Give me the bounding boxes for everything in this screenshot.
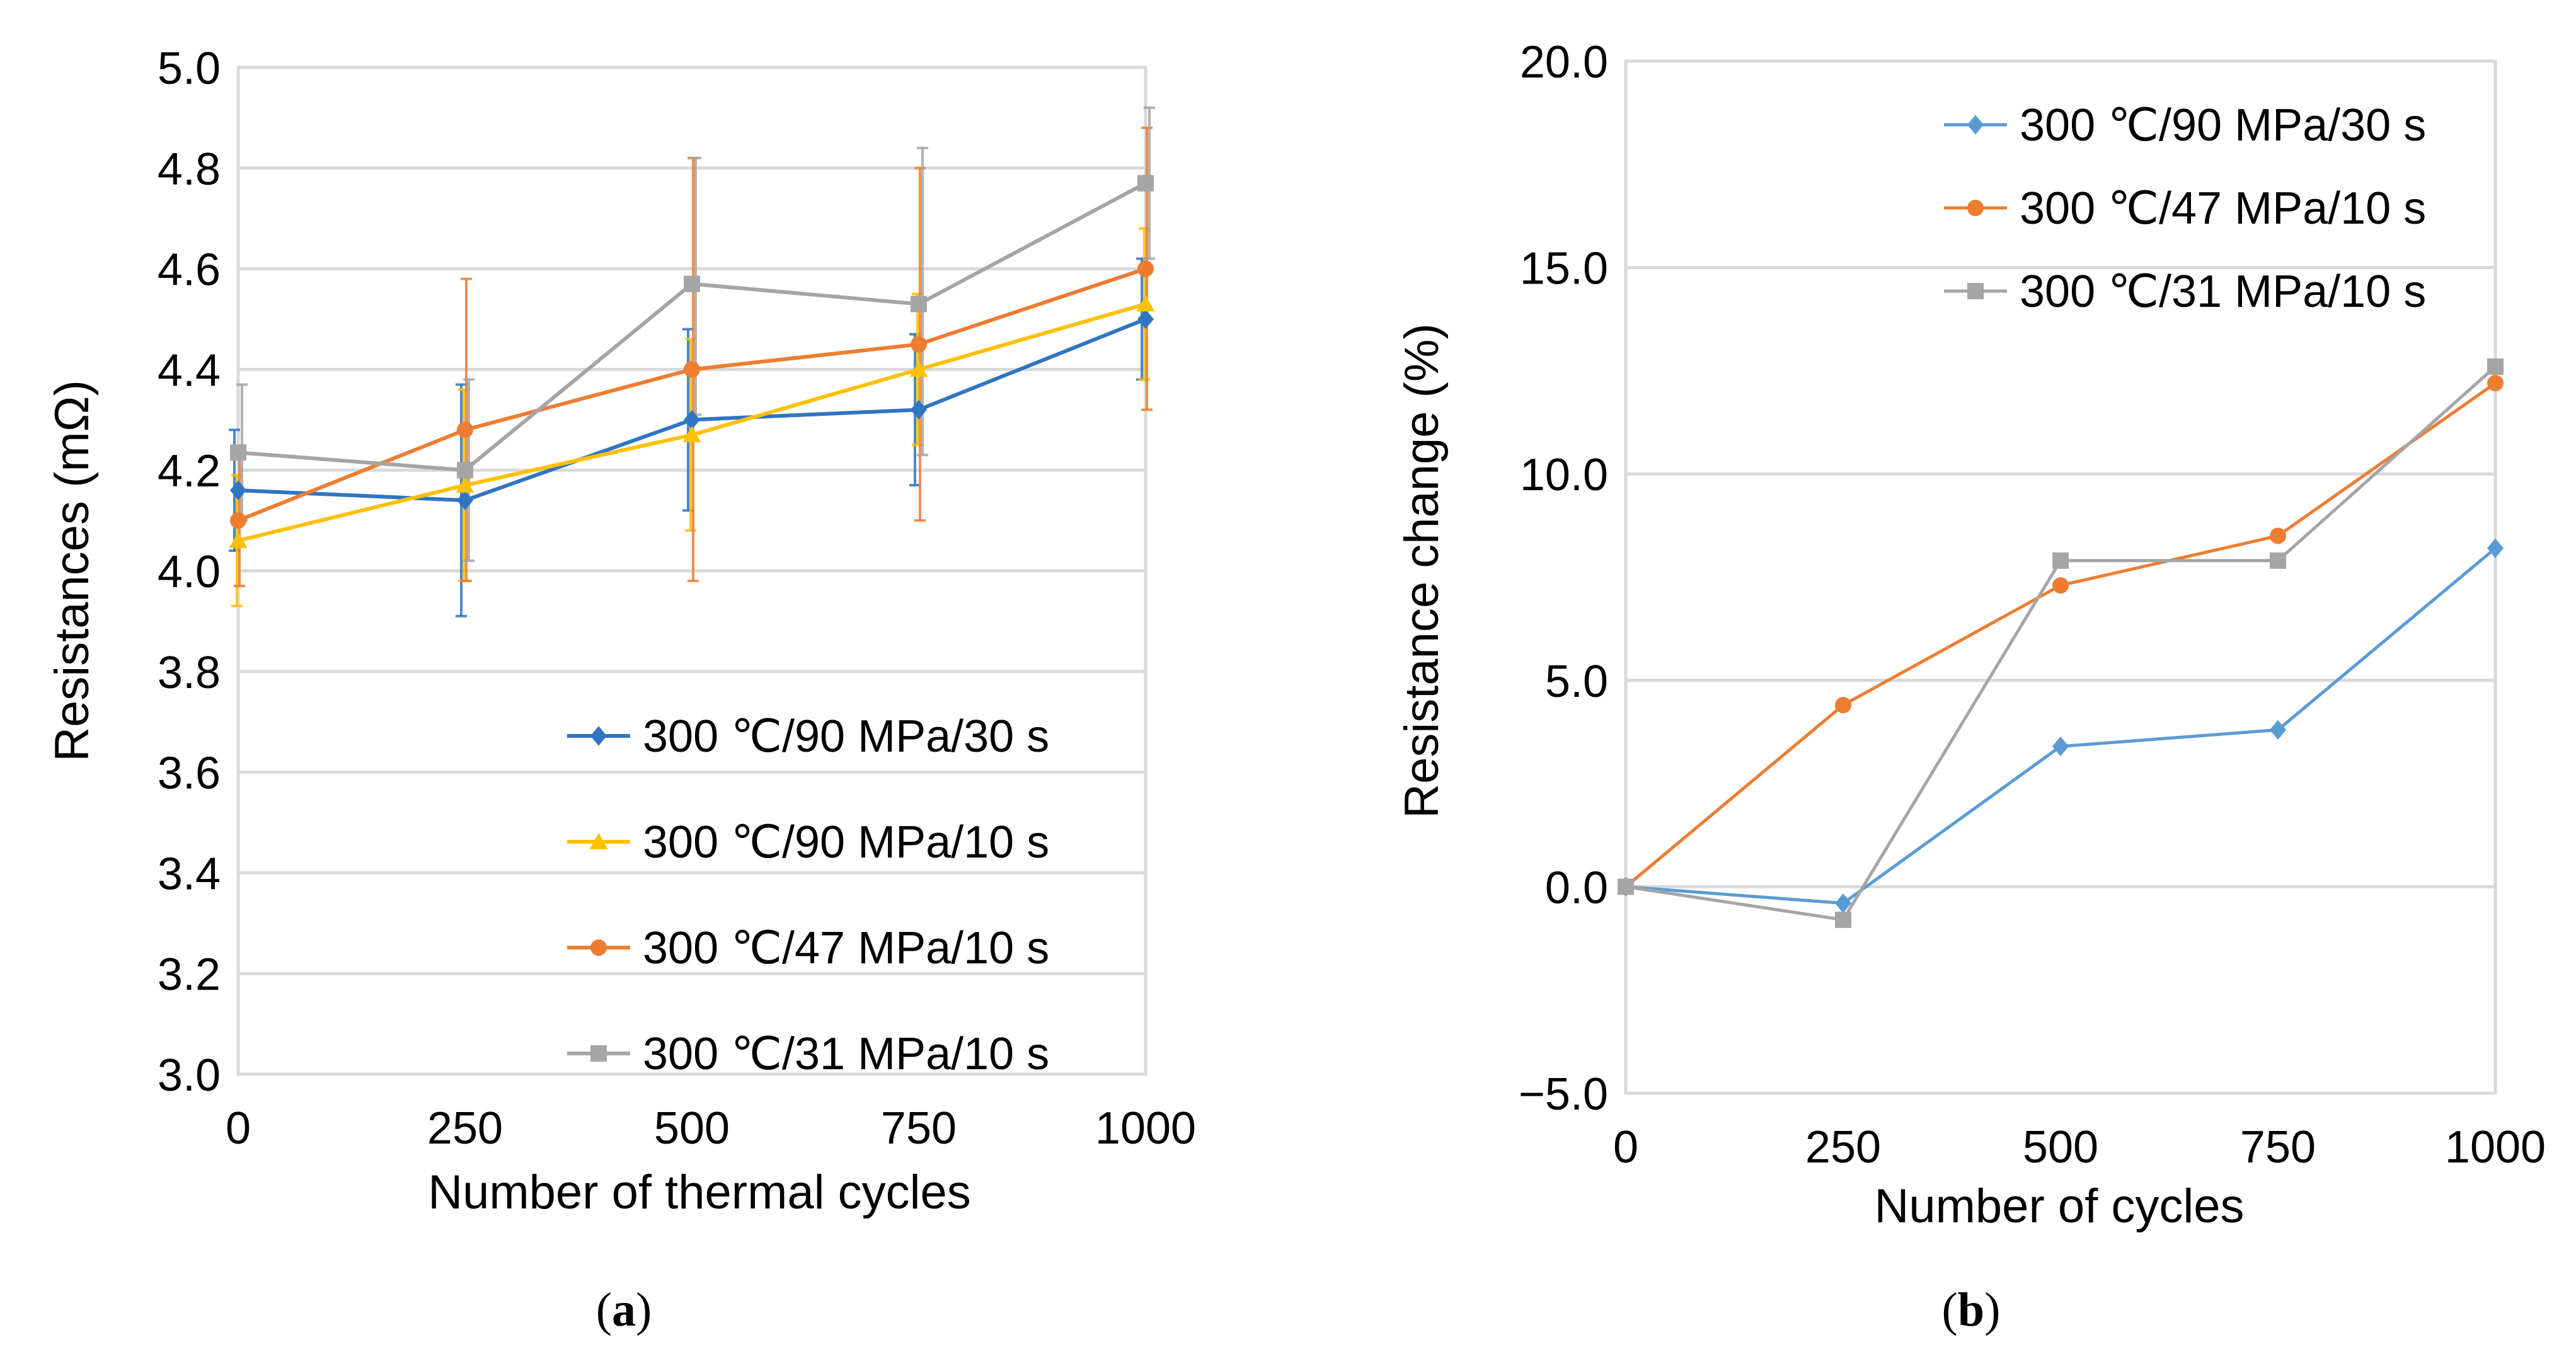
data-point <box>1137 175 1154 192</box>
x-axis-label: Number of cycles <box>1874 1179 2244 1233</box>
data-point <box>2052 552 2069 569</box>
legend-swatch-marker <box>590 1045 607 1062</box>
legend-entry: 300 ℃/31 MPa/10 s <box>643 1029 1049 1079</box>
data-point <box>457 490 473 510</box>
panel-b-caption: (b) <box>1942 1283 2001 1336</box>
y-tick-label: −5.0 <box>1519 1069 1608 1120</box>
data-point <box>911 399 927 420</box>
y-tick-label: 3.6 <box>158 749 221 799</box>
y-tick-labels: −5.0 0.0 5.0 10.0 15.0 20.0 <box>1519 37 1608 1120</box>
y-tick-label: 4.0 <box>158 547 221 597</box>
data-point <box>1137 260 1154 277</box>
legend-swatch-marker <box>590 939 607 956</box>
data-point <box>229 531 248 548</box>
data-point <box>1137 309 1154 330</box>
y-axis-label: Resistance change (%) <box>1395 323 1449 818</box>
legend-swatch-marker <box>1967 115 1984 135</box>
y-axis-label: Resistances (mΩ) <box>45 380 99 762</box>
x-tick-label: 750 <box>2240 1122 2316 1173</box>
legend-swatch-marker <box>589 832 608 849</box>
data-point <box>911 295 927 313</box>
x-tick-label: 500 <box>654 1103 730 1154</box>
y-tick-labels: 3.0 3.2 3.4 3.6 3.8 4.0 4.2 4.4 4.6 4.8 5.0 <box>158 43 221 1101</box>
plot-area-frame <box>1624 59 2497 1095</box>
legend: 300 ℃/90 MPa/30 s 300 ℃/90 MPa/10 s 300 ℃/… <box>567 711 1049 1079</box>
y-tick-label: 15.0 <box>1520 244 1608 294</box>
y-tick-label: 20.0 <box>1520 37 1608 88</box>
x-tick-label: 250 <box>1805 1122 1881 1173</box>
data-point <box>2052 737 2069 757</box>
data-point <box>1835 911 1851 928</box>
series-markers <box>1618 358 2504 928</box>
data-point <box>684 275 700 292</box>
y-tick-label: 3.0 <box>158 1050 221 1101</box>
y-tick-label: 10.0 <box>1520 450 1608 500</box>
x-tick-label: 0 <box>1613 1122 1638 1173</box>
legend-swatch-marker <box>590 726 607 746</box>
x-tick-labels: 0 250 500 750 1000 <box>226 1103 1196 1154</box>
x-tick-labels: 0 250 500 750 1000 <box>1613 1122 2546 1173</box>
legend-entry: 300 ℃/47 MPa/10 s <box>2020 183 2426 234</box>
y-tick-label: 3.4 <box>158 849 221 899</box>
y-tick-label: 5.0 <box>1545 657 1608 707</box>
x-tick-label: 250 <box>427 1103 503 1154</box>
panel-a-label: a <box>612 1283 636 1336</box>
y-tick-label: 3.2 <box>158 950 221 1000</box>
data-point <box>911 336 927 353</box>
legend-entry: 300 ℃/90 MPa/30 s <box>2020 100 2426 151</box>
data-point <box>2487 358 2504 375</box>
data-point <box>1618 878 1634 895</box>
legend-swatch-marker <box>1967 200 1984 216</box>
data-point <box>2487 538 2504 558</box>
x-tick-label: 0 <box>226 1103 251 1154</box>
data-point <box>230 512 246 529</box>
x-tick-label: 750 <box>881 1103 957 1154</box>
data-point <box>1835 893 1851 914</box>
data-point <box>909 360 928 377</box>
x-axis-label: Number of thermal cycles <box>428 1166 971 1219</box>
y-tick-label: 4.8 <box>158 144 221 195</box>
panel-a-caption: (a) <box>596 1283 652 1336</box>
data-point <box>230 480 246 500</box>
data-point <box>684 410 700 430</box>
data-point <box>2487 375 2504 392</box>
data-point <box>684 361 700 378</box>
data-point <box>1136 295 1155 312</box>
data-point <box>1835 697 1851 714</box>
x-tick-label: 1000 <box>1095 1103 1196 1154</box>
data-point <box>457 422 473 439</box>
series-markers <box>229 175 1155 548</box>
data-point <box>230 444 246 461</box>
x-tick-label: 500 <box>2023 1122 2098 1173</box>
y-tick-label: 4.4 <box>158 345 221 396</box>
data-point <box>682 425 701 442</box>
legend-entry: 300 ℃/47 MPa/10 s <box>643 923 1049 973</box>
y-tick-label: 4.6 <box>158 245 221 295</box>
chart-panel-b: −5.0 0.0 5.0 10.0 15.0 20.0 0 250 500 750 1000 Nu… <box>1395 37 2546 1336</box>
y-tick-label: 0.0 <box>1545 863 1608 913</box>
data-point <box>2270 552 2286 569</box>
x-tick-label: 1000 <box>2445 1122 2546 1173</box>
data-point <box>2270 527 2286 544</box>
legend-swatch-marker <box>1967 283 1984 299</box>
y-tick-label: 4.2 <box>158 446 221 496</box>
data-point <box>2052 577 2069 594</box>
y-tick-label: 3.8 <box>158 648 221 698</box>
legend-entry: 300 ℃/31 MPa/10 s <box>2020 267 2426 317</box>
legend: 300 ℃/90 MPa/30 s 300 ℃/47 MPa/10 s 300 ℃/… <box>1944 100 2426 317</box>
data-point <box>2270 720 2286 740</box>
legend-entry: 300 ℃/90 MPa/10 s <box>643 817 1049 868</box>
chart-panel-a: 3.0 3.2 3.4 3.6 3.8 4.0 4.2 4.4 4.6 4.8 5.0 0 250 50… <box>45 43 1196 1336</box>
y-tick-label: 5.0 <box>158 43 221 94</box>
data-point <box>457 462 473 479</box>
panel-b-label: b <box>1958 1283 1984 1336</box>
legend-entry: 300 ℃/90 MPa/30 s <box>643 711 1049 762</box>
data-point <box>456 476 474 493</box>
